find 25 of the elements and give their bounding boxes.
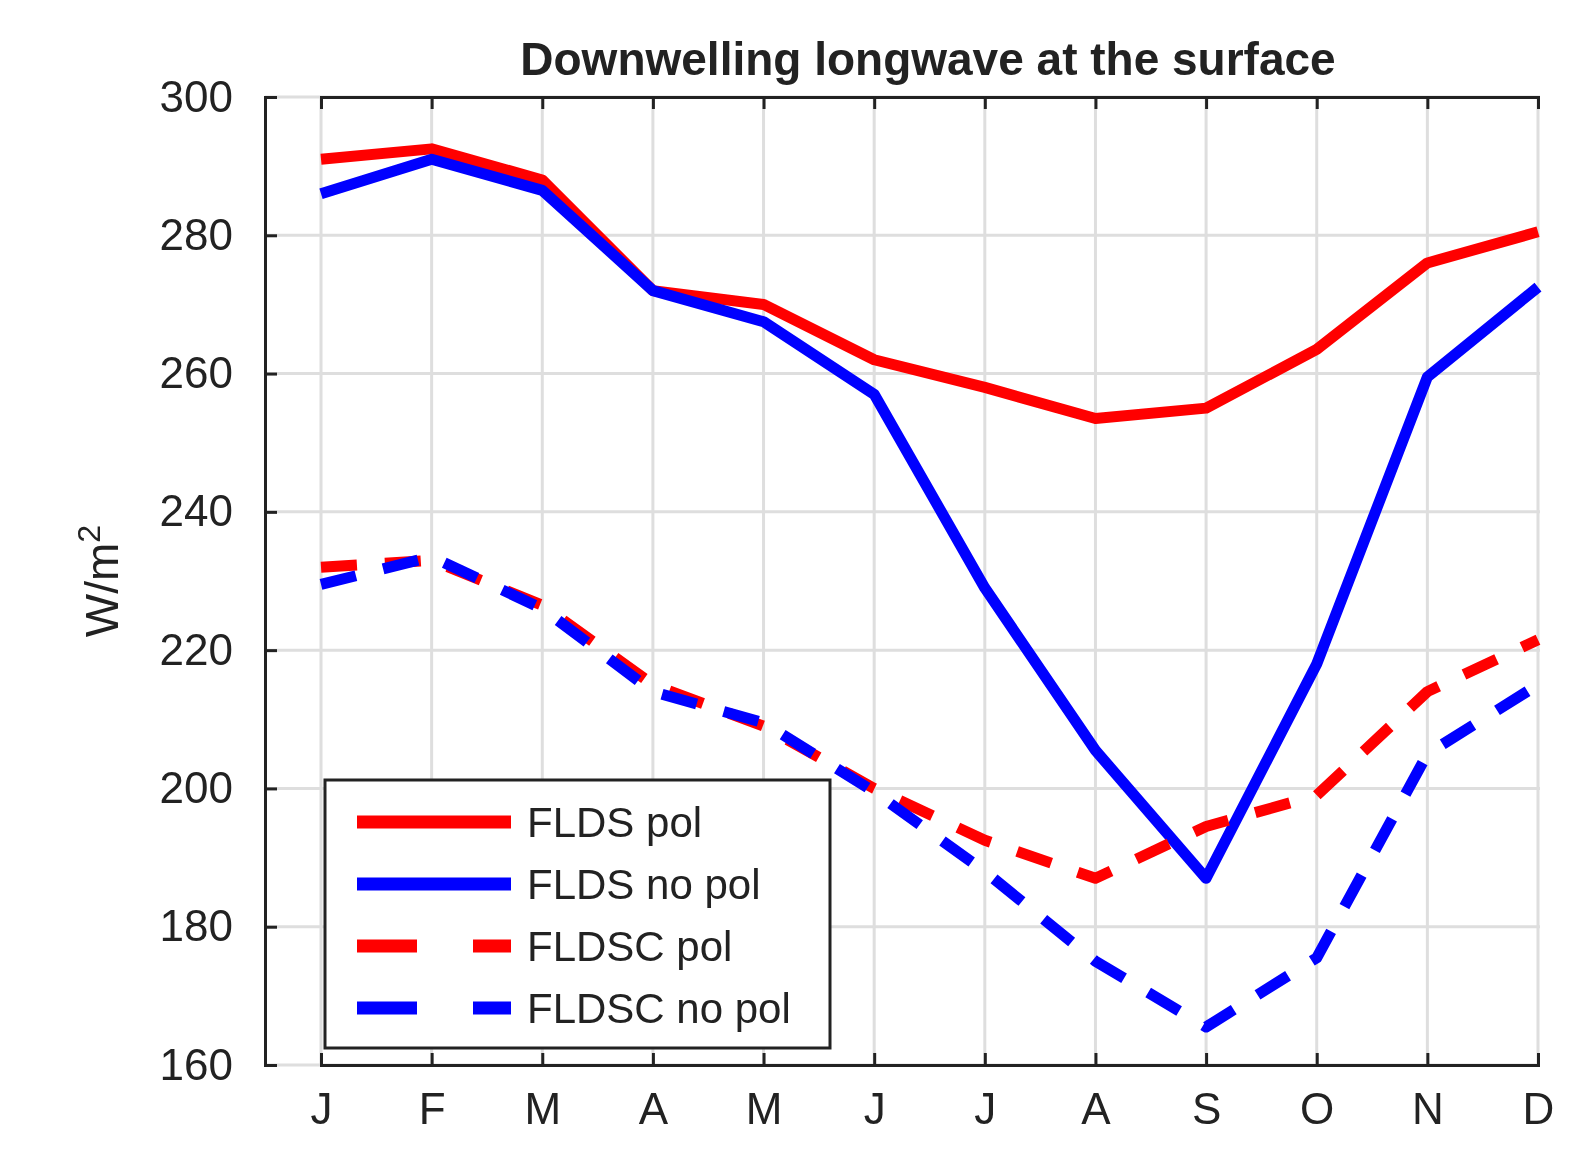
x-tick-label: M: [745, 1084, 783, 1134]
x-tick-label: J: [974, 1084, 997, 1134]
y-tick-label: 220: [159, 624, 233, 674]
x-tick-label: D: [1522, 1084, 1555, 1134]
x-tick-label: M: [524, 1084, 562, 1134]
x-tick-label: S: [1191, 1084, 1222, 1134]
y-tick-label: 180: [159, 901, 233, 951]
y-tick-label: 260: [159, 348, 233, 398]
x-tick-label: O: [1300, 1084, 1335, 1134]
y-tick-label: 200: [159, 763, 233, 813]
legend-label: FLDSC pol: [527, 923, 733, 970]
x-tick-label: J: [310, 1084, 333, 1134]
legend-label: FLDS pol: [527, 799, 703, 846]
y-tick-label: 160: [159, 1039, 233, 1089]
x-tick-label: A: [1081, 1084, 1112, 1134]
x-tick-label: F: [418, 1084, 446, 1134]
y-tick-label: 240: [159, 486, 233, 536]
y-tick-label: 280: [159, 209, 233, 259]
x-tick-label: N: [1411, 1084, 1444, 1134]
legend-label: FLDS no pol: [527, 861, 761, 908]
x-tick-label: J: [863, 1084, 886, 1134]
legend-label: FLDSC no pol: [527, 985, 791, 1032]
chart-title: Downwelling longwave at the surface: [520, 33, 1336, 85]
y-tick-label: 300: [159, 71, 233, 121]
x-tick-label: A: [638, 1084, 669, 1134]
